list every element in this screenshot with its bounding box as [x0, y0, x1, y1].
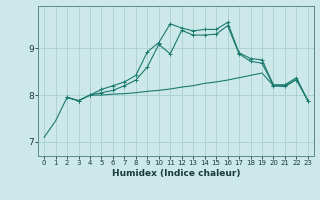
X-axis label: Humidex (Indice chaleur): Humidex (Indice chaleur): [112, 169, 240, 178]
